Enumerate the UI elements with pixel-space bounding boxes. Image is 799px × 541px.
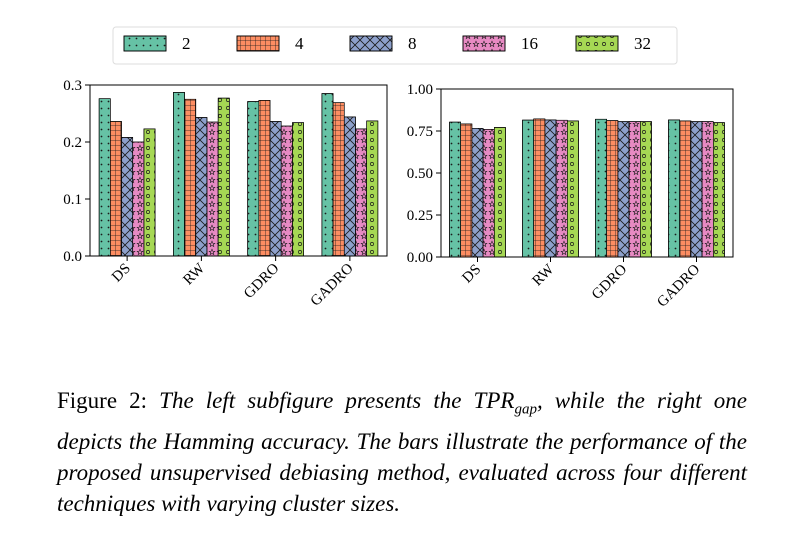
bar-hatch-GDRO-32 [639,121,652,258]
legend-item-4: 4 [236,34,304,53]
bar-hatch-RW-32 [217,97,230,257]
bar-hatch-GADRO-2 [321,93,334,257]
legend-label: 4 [295,34,304,53]
legend-items: 2 4 8 16 32 [123,34,651,53]
x-tick-label: GDRO [589,261,630,302]
y-tick-label: 0.75 [407,124,433,140]
legend-swatch-hatch [575,35,619,52]
left-chart: 0.0 0.1 0.2 0.3 DS RW GDRO GADRO [63,78,388,310]
bar-hatch-DS-2 [98,98,111,257]
bar-hatch-RW-4 [184,98,197,257]
y-tick-label: 0.0 [63,249,82,265]
bar-hatch-RW-4 [533,118,546,258]
x-tick-label: DS [459,262,484,287]
legend-label: 2 [182,34,191,53]
figure-caption: Figure 2: The left subfigure presents th… [57,385,747,519]
caption-text-before: The left subfigure presents the TPR [159,388,515,413]
bar-hatch-GADRO-16 [355,128,367,257]
x-tick-label: GADRO [308,260,357,309]
right-x-axis: DS RW GDRO GADRO [459,257,703,311]
y-tick-label: 1.00 [407,82,433,98]
y-tick-label: 0.3 [63,78,82,94]
caption-subscript: gap [514,401,537,418]
bar-hatch-RW-16 [206,121,219,257]
y-tick-label: 0.2 [63,135,82,151]
legend-item-16: 16 [462,34,538,53]
x-tick-label: RW [530,261,558,289]
x-tick-label: DS [109,261,134,286]
bar-hatch-GADRO-4 [332,102,345,257]
bar-hatch-DS-32 [143,128,156,257]
bar-hatch-GADRO-8 [343,116,356,257]
bar-hatch-GDRO-8 [617,121,630,258]
caption-label: Figure 2: [57,388,148,413]
legend-item-32: 32 [575,34,651,53]
bar-hatch-DS-16 [132,141,145,257]
right-y-axis: 0.00 0.25 0.50 0.75 1.00 [407,82,441,266]
legend-swatch-hatch [349,35,393,52]
legend-swatch-hatch [462,35,506,52]
bar-hatch-RW-2 [173,92,185,257]
left-bars [98,92,379,257]
bar-hatch-DS-8 [471,128,484,258]
bar-hatch-GADRO-2 [668,119,680,258]
x-tick-label: GDRO [241,260,282,301]
legend-item-8: 8 [349,34,417,53]
left-x-axis: DS RW GDRO GADRO [109,256,357,310]
bar-hatch-GDRO-4 [606,120,619,258]
bar-hatch-GDRO-16 [280,125,293,257]
bar-hatch-GADRO-32 [366,120,379,257]
x-tick-label: RW [180,260,208,288]
bar-hatch-DS-16 [482,129,495,258]
legend: 2 4 8 16 32 [112,26,678,65]
bar-hatch-GDRO-2 [247,101,260,257]
bar-hatch-GADRO-32 [712,122,725,258]
legend-label: 32 [634,34,651,53]
bar-hatch-RW-2 [522,119,534,258]
bar-hatch-GADRO-8 [690,121,703,258]
caption-text: The left subfigure presents the TPRgap, … [57,388,747,516]
bar-hatch-GDRO-16 [628,121,641,258]
right-bars [449,118,725,258]
legend-label: 8 [408,34,417,53]
y-tick-label: 0.1 [63,192,82,208]
bar-hatch-DS-8 [121,137,134,257]
bar-hatch-DS-4 [460,123,473,258]
right-chart: 0.00 0.25 0.50 0.75 1.00 DS RW GDRO GADRO [407,82,734,311]
legend-label: 16 [521,34,538,53]
bar-hatch-GADRO-4 [679,120,692,258]
bar-hatch-DS-4 [110,121,122,257]
legend-swatch-hatch [123,35,167,52]
y-tick-label: 0.50 [407,166,433,182]
bar-hatch-GADRO-16 [701,121,714,258]
bar-hatch-GDRO-2 [595,118,607,258]
bar-hatch-RW-8 [544,119,557,258]
bar-hatch-RW-8 [195,117,208,257]
bar-hatch-DS-2 [449,121,461,258]
caption-text-after: , while the right one depicts the Hammin… [57,388,747,516]
left-y-axis: 0.0 0.1 0.2 0.3 [63,78,90,265]
bar-hatch-GDRO-32 [292,122,304,257]
legend-swatch-hatch [236,35,280,52]
bar-hatch-DS-32 [493,127,506,258]
x-tick-label: GADRO [654,261,703,310]
legend-item-2: 2 [123,34,191,53]
bar-hatch-GDRO-8 [269,121,282,257]
bar-hatch-RW-32 [566,120,579,258]
y-tick-label: 0.00 [407,250,433,266]
bar-hatch-RW-16 [555,119,568,258]
y-tick-label: 0.25 [407,208,433,224]
left-plot-frame [89,84,388,257]
bar-hatch-GDRO-4 [258,100,271,257]
